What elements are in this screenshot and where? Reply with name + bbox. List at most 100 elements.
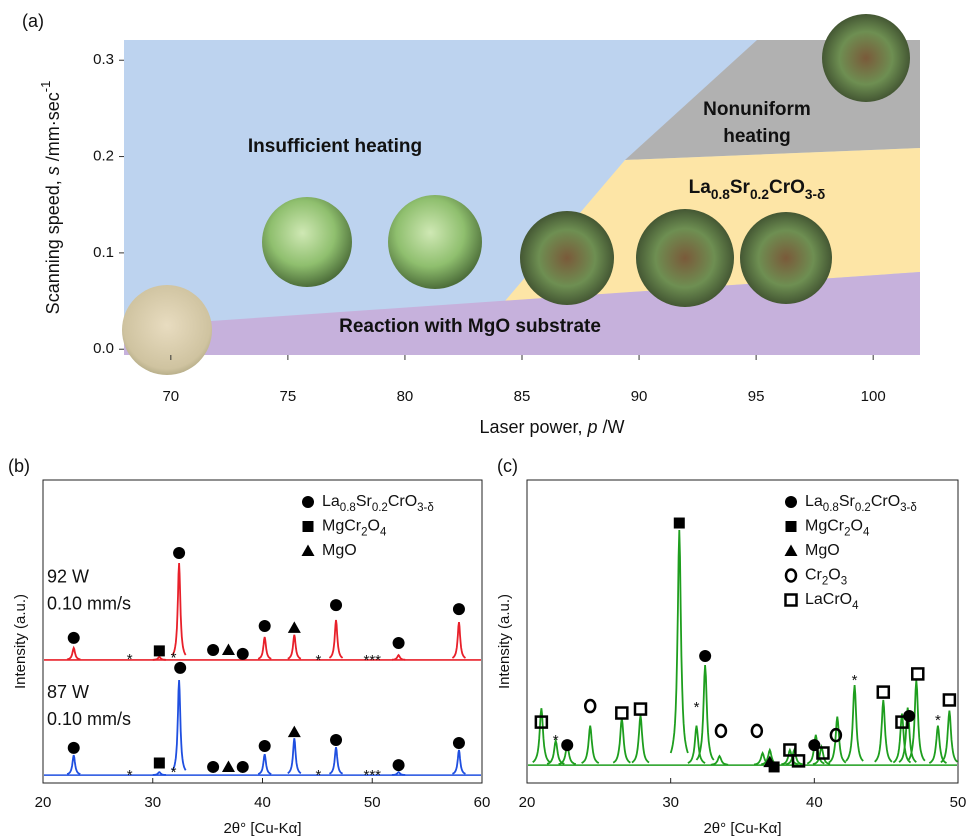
legend-label-part: 4 — [380, 527, 387, 539]
marker-text: * — [694, 699, 700, 716]
x-axis-label-part: p — [587, 417, 598, 437]
region-label: Reaction with MgO substrate — [339, 316, 601, 337]
marker-triangle — [288, 621, 301, 633]
region-label: Insufficient heating — [248, 136, 422, 157]
marker-open-square — [536, 717, 547, 728]
region-label-part: 0.8 — [711, 187, 730, 202]
marker-triangle — [288, 726, 301, 738]
marker-triangle — [302, 545, 315, 557]
peak — [613, 718, 630, 763]
marker-text: * — [852, 672, 858, 689]
marker-circle — [237, 761, 249, 773]
legend-label-part: 4 — [863, 527, 870, 539]
sample-photo — [122, 285, 212, 375]
marker-ring — [752, 725, 762, 737]
marker-circle — [68, 632, 80, 644]
sample-photo — [636, 209, 734, 307]
marker-circle — [330, 599, 342, 611]
legend-label: MgCr2O4 — [805, 518, 870, 539]
peak — [582, 726, 599, 763]
x-tick-label: 60 — [474, 794, 491, 811]
legend-label: La0.8Sr0.2CrO3-δ — [805, 493, 917, 514]
peak — [632, 715, 649, 762]
marker-open-square — [878, 687, 889, 698]
marker-circle — [453, 737, 465, 749]
x-tick-label: 90 — [631, 388, 648, 405]
y-axis-label-part: Scanning speed, — [43, 175, 63, 314]
peak — [452, 750, 465, 774]
legend-label: Cr2O3 — [805, 567, 847, 588]
marker-circle — [785, 496, 797, 508]
x-tick-label: 20 — [519, 794, 536, 811]
x-tick-label: 85 — [514, 388, 531, 405]
y-axis-label-part: /mm·sec — [43, 92, 63, 166]
y-tick-label: 0.3 — [93, 51, 114, 68]
peak — [288, 635, 301, 659]
x-tick-label: 40 — [254, 794, 271, 811]
marker-triangle — [222, 643, 235, 655]
page: {"chart_data": [ {"type": "region-map", … — [0, 0, 968, 838]
y-axis-label: Intensity (a.u.) — [12, 594, 29, 689]
marker-text: * — [935, 712, 941, 729]
peak — [875, 700, 892, 762]
region-label-part: CrO — [769, 177, 805, 198]
marker-text: * — [127, 651, 133, 668]
peak — [258, 637, 271, 659]
legend-label: MgCr2O4 — [322, 518, 387, 539]
sample-photo — [388, 195, 482, 289]
legend-label-part: O — [828, 567, 840, 584]
marker-text: * — [553, 732, 559, 749]
peak — [329, 620, 342, 658]
legend-label: La0.8Sr0.2CrO3-δ — [322, 493, 434, 514]
legend-label-part: 3 — [841, 576, 847, 588]
marker-text: * — [127, 767, 133, 784]
marker-circle — [699, 650, 711, 662]
x-tick-label: 50 — [950, 794, 967, 811]
marker-ring — [716, 725, 726, 737]
legend-label-part: MgO — [805, 542, 840, 559]
peak — [846, 685, 863, 761]
legend-label-part: MgCr — [805, 518, 845, 535]
marker-open-square — [944, 694, 955, 705]
sample-photo — [262, 197, 352, 287]
marker-open-square — [635, 704, 646, 715]
region-label-part: 3-δ — [805, 187, 825, 202]
region-label-part: La — [689, 177, 712, 198]
marker-square — [154, 645, 165, 656]
panel-label: (a) — [22, 11, 44, 31]
marker-text: * — [316, 652, 322, 669]
marker-circle — [259, 740, 271, 752]
marker-circle — [174, 662, 186, 674]
marker-circle — [207, 644, 219, 656]
peak — [67, 648, 80, 660]
peak — [258, 754, 271, 774]
sample-photo — [740, 212, 832, 304]
region-label-part: Sr — [730, 177, 751, 198]
y-axis-label: Scanning speed, s /mm·sec-1 — [38, 81, 63, 315]
figure: Insufficient heatingNonuniformheatingLa0… — [0, 0, 968, 838]
marker-ring — [585, 700, 595, 712]
legend-label-part: 4 — [852, 600, 859, 612]
legend-label-part: MgCr — [322, 518, 362, 535]
marker-text: *** — [363, 652, 381, 669]
sample-photo — [520, 211, 614, 305]
legend-label-part: La — [322, 493, 340, 510]
legend-label-part: 3-δ — [900, 502, 917, 514]
legend-label-part: 3-δ — [417, 502, 434, 514]
legend-label-part: O — [368, 518, 380, 535]
x-tick-label: 30 — [144, 794, 161, 811]
series-label: 87 W — [47, 682, 89, 702]
marker-text: * — [316, 767, 322, 784]
y-axis-label: Intensity (a.u.) — [496, 594, 513, 689]
marker-circle — [393, 759, 405, 771]
legend-label-part: 0.8 — [823, 502, 839, 514]
marker-circle — [207, 761, 219, 773]
peak — [452, 622, 465, 658]
marker-circle — [68, 742, 80, 754]
marker-circle — [302, 496, 314, 508]
legend-label-part: 0.2 — [372, 502, 388, 514]
legend-label: LaCrO4 — [805, 591, 859, 612]
region-label-line: Nonuniform — [703, 99, 811, 120]
legend-label-part: O — [851, 518, 863, 535]
marker-ring — [786, 570, 796, 582]
